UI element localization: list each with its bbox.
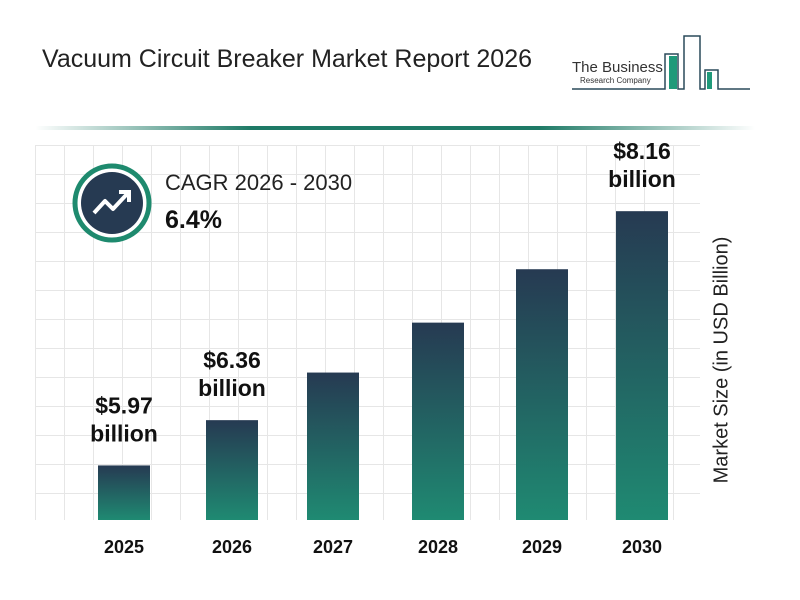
svg-text:The Business: The Business — [572, 59, 663, 76]
title-divider — [35, 126, 755, 130]
bar-2025 — [98, 465, 150, 520]
data-label: $5.97 billion — [90, 392, 158, 446]
x-tick-label: 2029 — [522, 537, 562, 557]
bar-2030 — [616, 211, 668, 521]
bar-2029 — [516, 269, 568, 520]
x-tick-label: 2030 — [622, 537, 662, 557]
x-tick-label: 2028 — [418, 537, 458, 557]
company-logo: The Business Research Company — [572, 35, 750, 90]
cagr-label: CAGR 2026 - 2030 — [165, 170, 353, 195]
x-tick-label: 2026 — [212, 537, 252, 557]
trend-up-icon — [72, 163, 152, 243]
page-title: Vacuum Circuit Breaker Market Report 202… — [42, 45, 533, 73]
bar-2027 — [307, 372, 359, 520]
svg-text:Research Company: Research Company — [580, 76, 651, 85]
data-label: $8.16 billion — [608, 138, 676, 192]
x-tick-label: 2027 — [313, 537, 353, 557]
bar-2028 — [412, 322, 464, 520]
y-axis-label: Market Size (in USD Billion) — [710, 236, 733, 484]
bar-2026 — [206, 420, 258, 520]
cagr-value: 6.4% — [165, 206, 222, 234]
data-label: $6.36 billion — [198, 347, 266, 401]
x-tick-label: 2025 — [104, 537, 144, 557]
